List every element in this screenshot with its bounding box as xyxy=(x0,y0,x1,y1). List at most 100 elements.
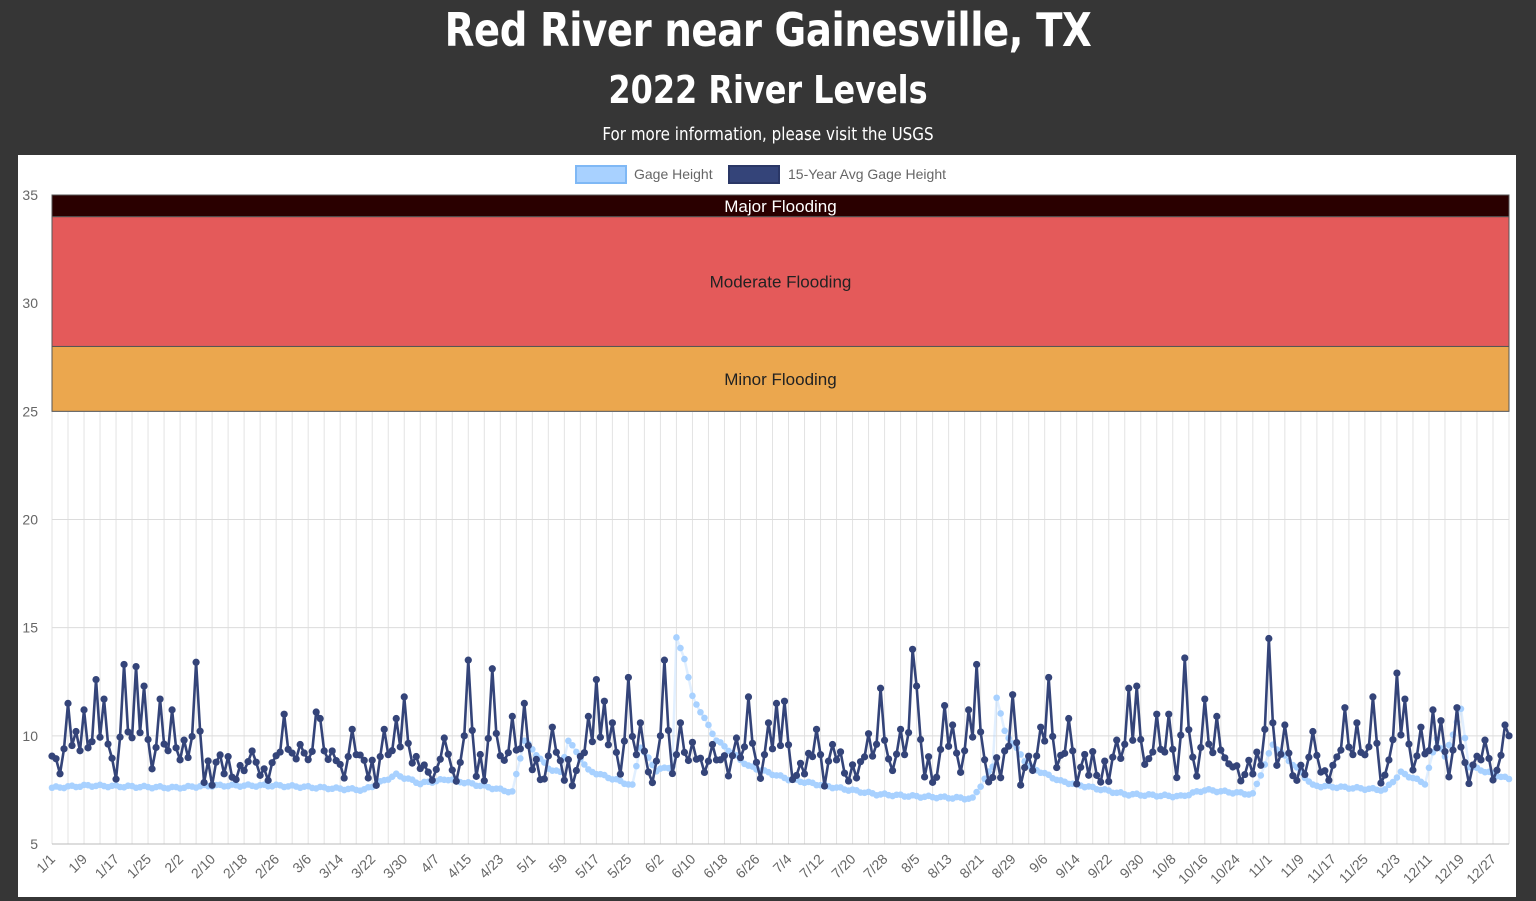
avg-gage-height-point xyxy=(1129,736,1137,744)
avg-gage-height-point xyxy=(973,660,981,669)
x-tick-label: 1/25 xyxy=(124,851,155,882)
avg-gage-height-point xyxy=(1085,771,1093,779)
avg-gage-height-point xyxy=(796,759,805,767)
avg-gage-height-point xyxy=(756,774,765,782)
avg-gage-height-point xyxy=(628,732,636,741)
avg-gage-height-point xyxy=(748,739,757,747)
avg-gage-height-point xyxy=(1369,693,1377,701)
avg-gage-height-point xyxy=(488,665,496,673)
gage-height-point xyxy=(709,730,716,738)
avg-gage-height-point xyxy=(1333,753,1341,761)
avg-gage-height-point xyxy=(368,756,376,764)
x-tick-label: 4/23 xyxy=(476,851,507,882)
avg-gage-height-point xyxy=(684,756,693,765)
avg-gage-height-point xyxy=(52,755,60,763)
avg-gage-height-point xyxy=(896,725,905,733)
avg-gage-height-point xyxy=(96,733,104,741)
gage-height-point xyxy=(517,755,524,762)
avg-gage-height-point xyxy=(1273,761,1281,769)
avg-gage-height-point xyxy=(232,775,240,784)
avg-gage-height-point xyxy=(432,765,440,774)
gage-height-point xyxy=(973,788,980,796)
avg-gage-height-point xyxy=(784,741,793,749)
avg-gage-height-point xyxy=(812,725,821,733)
avg-gage-height-point xyxy=(1233,762,1241,770)
x-tick-label: 12/11 xyxy=(1400,851,1436,887)
gage-height-point xyxy=(509,788,516,795)
gage-height-point xyxy=(573,748,580,756)
gage-height-point xyxy=(677,644,684,652)
avg-gage-height-point xyxy=(1293,776,1301,784)
avg-gage-height-point xyxy=(993,754,1001,762)
avg-gage-height-point xyxy=(1297,761,1305,769)
avg-gage-height-point xyxy=(132,663,140,671)
avg-gage-height-point xyxy=(128,734,136,742)
avg-gage-height-point xyxy=(997,774,1005,782)
avg-gage-height-point xyxy=(1465,779,1473,788)
avg-gage-height-point xyxy=(1329,761,1337,769)
avg-gage-height-point xyxy=(208,781,216,789)
avg-gage-height-point xyxy=(344,753,352,761)
avg-gage-height-point xyxy=(640,747,649,755)
avg-gage-height-point xyxy=(252,758,260,766)
avg-gage-height-point xyxy=(412,752,420,761)
avg-gage-height-point xyxy=(1349,751,1357,759)
avg-gage-height-point xyxy=(1217,746,1225,754)
x-tick-label: 3/22 xyxy=(348,851,379,882)
gage-height-point xyxy=(685,673,692,681)
avg-gage-height-point xyxy=(440,734,448,742)
avg-gage-height-point xyxy=(1137,735,1145,744)
usgs-link[interactable]: USGS xyxy=(891,124,934,145)
avg-gage-height-point xyxy=(888,766,897,775)
avg-gage-height-point xyxy=(1353,719,1361,727)
gage-height-point xyxy=(969,794,976,801)
avg-gage-height-point xyxy=(108,754,116,762)
x-tick-label: 5/25 xyxy=(604,851,635,882)
x-tick-label: 5/17 xyxy=(572,851,603,882)
x-tick-label: 2/26 xyxy=(252,851,283,882)
avg-gage-height-point xyxy=(776,741,785,750)
avg-gage-height-point xyxy=(1121,740,1129,748)
gage-height-point xyxy=(1249,789,1257,797)
avg-gage-height-point xyxy=(560,776,568,784)
gage-height-point xyxy=(993,694,1000,702)
avg-gage-height-point xyxy=(652,757,661,765)
avg-gage-height-point xyxy=(1113,736,1121,744)
avg-gage-height-point xyxy=(60,745,68,753)
avg-gage-height-point xyxy=(1145,755,1153,763)
avg-gage-height-point xyxy=(1065,714,1073,723)
avg-gage-height-point xyxy=(324,755,332,764)
avg-gage-height-point xyxy=(1205,740,1213,748)
avg-gage-height-point xyxy=(136,729,144,737)
avg-gage-height-point xyxy=(1209,749,1217,757)
avg-gage-height-point xyxy=(768,745,777,753)
x-tick-label: 5/9 xyxy=(545,851,570,876)
avg-gage-height-point xyxy=(120,660,128,669)
avg-gage-height-point xyxy=(316,714,324,723)
avg-gage-height-point xyxy=(72,727,80,736)
avg-gage-height-point xyxy=(348,725,356,733)
avg-gage-height-point xyxy=(876,684,885,692)
x-tick-label: 10/24 xyxy=(1207,851,1243,887)
avg-gage-height-point xyxy=(164,747,172,755)
gage-height-point xyxy=(1001,727,1008,735)
avg-gage-height-point xyxy=(540,775,548,783)
avg-gage-height-point xyxy=(456,758,464,767)
x-tick-label: 7/4 xyxy=(770,851,795,876)
avg-gage-height-point xyxy=(1417,723,1425,731)
x-tick-label: 11/25 xyxy=(1336,851,1372,887)
avg-gage-height-point xyxy=(1385,756,1393,764)
gage-height-point xyxy=(1381,785,1389,793)
avg-gage-height-point xyxy=(176,756,184,764)
avg-gage-height-point xyxy=(1001,747,1009,755)
avg-gage-height-point xyxy=(420,761,428,769)
avg-gage-height-point xyxy=(392,714,400,723)
gage-height-point xyxy=(1425,764,1433,772)
avg-gage-height-point xyxy=(720,752,729,760)
avg-gage-height-point xyxy=(372,781,380,789)
avg-gage-height-point xyxy=(376,753,384,761)
avg-gage-height-point xyxy=(320,747,328,755)
avg-gage-height-point xyxy=(1161,748,1169,756)
gage-height-point xyxy=(1389,778,1397,786)
x-tick-label: 1/17 xyxy=(92,851,123,882)
